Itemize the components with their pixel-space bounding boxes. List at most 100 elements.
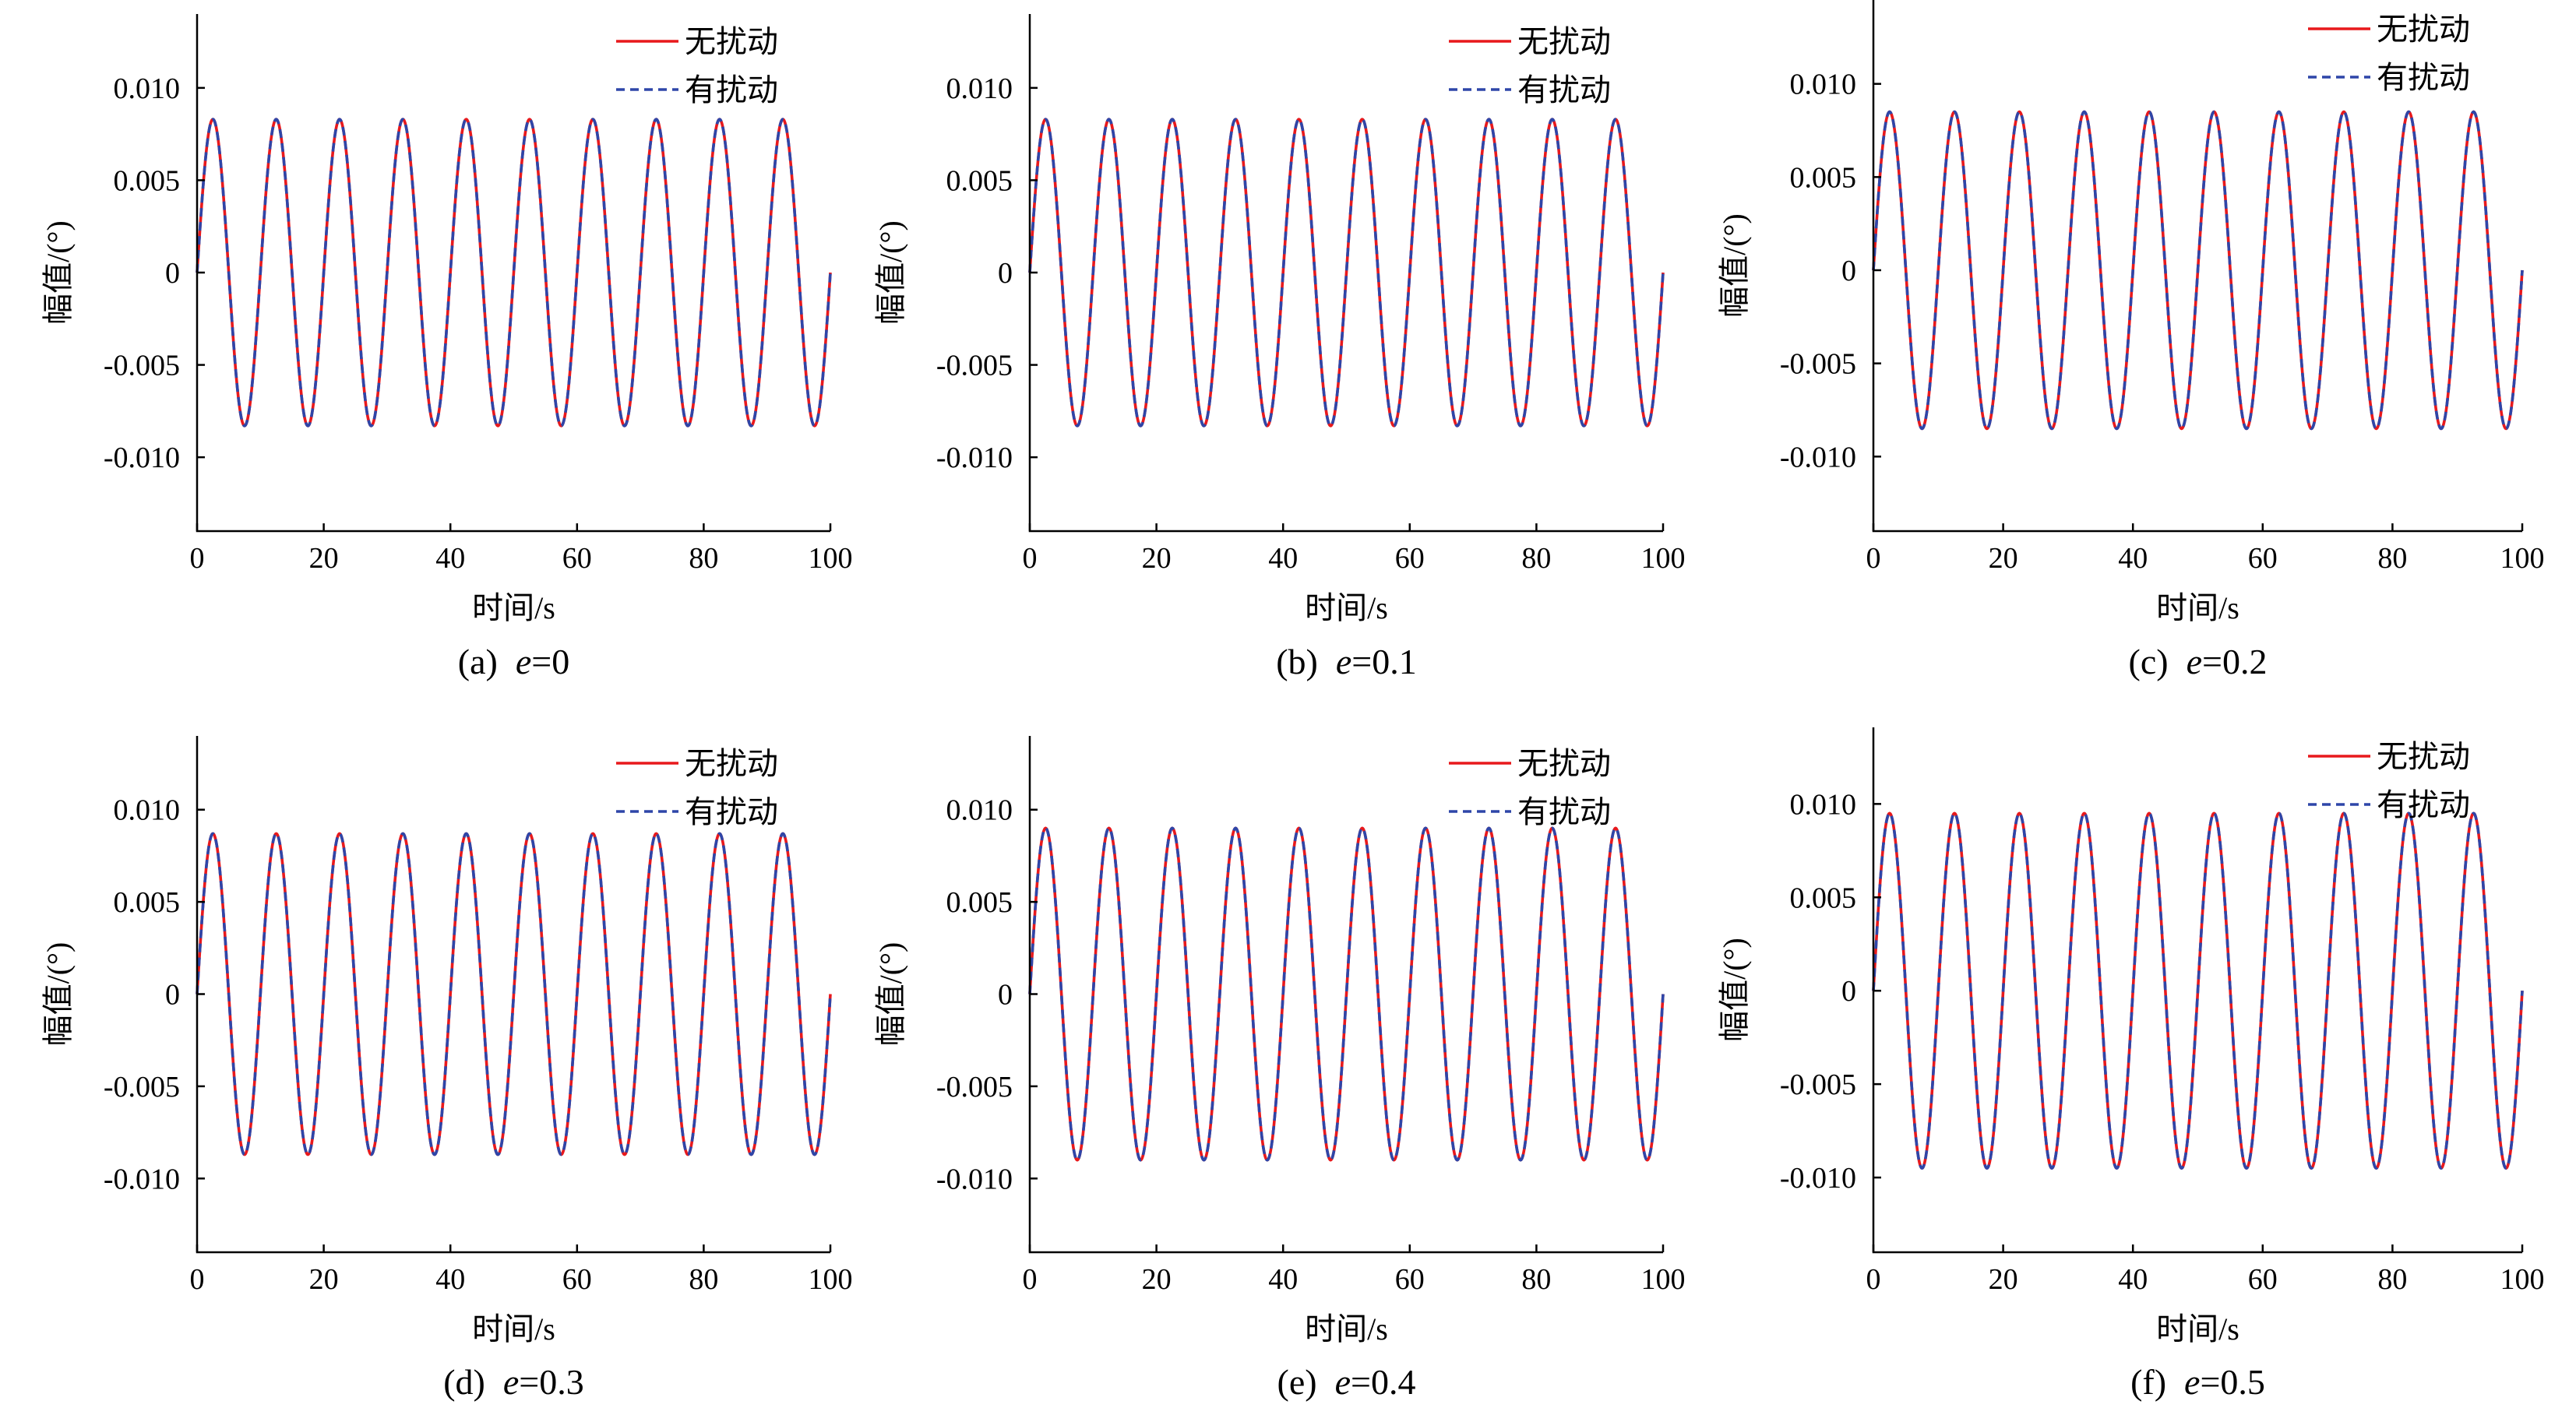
y-tick-label: 0.010 [946, 794, 1013, 827]
legend-label: 有扰动 [1517, 794, 1611, 829]
chart-panel-b: 0 20 40 60 80 100 0.010 0.005 0 -0.005 -0.010 时间/s 幅… [873, 14, 1686, 681]
x-tick-label: 100 [1641, 1263, 1686, 1296]
y-axis-title: 幅值/(°) [41, 942, 76, 1047]
x-tick-label: 60 [1395, 1263, 1425, 1296]
x-tick-label: 20 [309, 542, 339, 575]
x-tick-label: 20 [1989, 1263, 2018, 1296]
chart-panel-d: 0 20 40 60 80 100 0.010 0.005 0 -0.005 -0.010 时间/s 幅… [41, 736, 853, 1402]
x-tick-label: 0 [1866, 542, 1881, 575]
x-tick-label: 40 [435, 1263, 465, 1296]
x-tick-label: 80 [2377, 1263, 2407, 1296]
x-axis-title: 时间/s [2156, 590, 2239, 625]
x-tick-label: 100 [2500, 542, 2545, 575]
x-tick-label: 60 [562, 542, 592, 575]
y-tick-label: 0 [1841, 255, 1856, 287]
series-line-undisturbed [1028, 118, 1665, 428]
series-line-disturbed [1872, 110, 2524, 431]
x-axis-title: 时间/s [2156, 1311, 2239, 1346]
x-tick-label: 40 [435, 542, 465, 575]
y-tick-label: 0.005 [946, 164, 1013, 197]
legend-label: 有扰动 [2377, 60, 2470, 95]
x-tick-label: 40 [2118, 1263, 2148, 1296]
y-tick-label: 0 [165, 979, 180, 1012]
y-tick-label: -0.010 [936, 442, 1013, 474]
y-tick-label: -0.005 [1780, 1068, 1856, 1101]
x-tick-label: 20 [1142, 1263, 1172, 1296]
x-tick-label: 20 [309, 1263, 339, 1296]
panel-caption: (b) e=0.1 [1276, 642, 1417, 681]
y-tick-label: 0.005 [1790, 882, 1857, 914]
series-line-disturbed [196, 832, 832, 1156]
x-tick-label: 40 [1268, 1263, 1298, 1296]
chart-panel-c: 0 20 40 60 80 100 0.010 0.005 0 -0.005 -0.010 时间/s 幅… [1717, 0, 2545, 681]
y-tick-label: -0.010 [104, 1163, 180, 1195]
y-tick-label: 0.010 [114, 794, 181, 827]
y-tick-label: 0 [998, 979, 1013, 1012]
legend-label: 有扰动 [685, 794, 778, 829]
y-tick-label: -0.010 [936, 1163, 1013, 1195]
x-tick-label: 80 [1521, 542, 1551, 575]
y-tick-label: -0.005 [1780, 348, 1856, 381]
x-tick-label: 0 [190, 542, 205, 575]
x-tick-label: 0 [1866, 1263, 1881, 1296]
x-tick-label: 100 [809, 542, 853, 575]
y-tick-label: 0.010 [946, 72, 1013, 105]
y-tick-label: 0.005 [114, 164, 181, 197]
y-axis-title: 幅值/(°) [873, 942, 908, 1047]
y-tick-label: -0.010 [1780, 441, 1856, 473]
series-line-disturbed [1872, 811, 2524, 1170]
x-tick-label: 80 [689, 542, 718, 575]
legend-label: 无扰动 [685, 746, 778, 781]
legend-label: 有扰动 [685, 72, 778, 107]
x-tick-label: 60 [2248, 542, 2278, 575]
y-tick-label: -0.005 [936, 1071, 1013, 1104]
y-axis-title: 幅值/(°) [41, 220, 76, 325]
x-tick-label: 100 [1641, 542, 1686, 575]
y-tick-label: 0.010 [114, 72, 181, 105]
legend-label: 有扰动 [1517, 72, 1611, 107]
x-tick-label: 20 [1989, 542, 2018, 575]
x-axis-title: 时间/s [472, 1311, 555, 1346]
y-tick-label: 0.010 [1790, 69, 1857, 101]
y-tick-label: -0.010 [1780, 1162, 1856, 1195]
x-tick-label: 0 [190, 1263, 205, 1296]
y-tick-label: 0 [1841, 975, 1856, 1008]
y-tick-label: -0.010 [104, 442, 180, 474]
legend-label: 无扰动 [2377, 12, 2470, 47]
panel-caption: (d) e=0.3 [443, 1362, 584, 1402]
x-tick-label: 60 [2248, 1263, 2278, 1296]
y-tick-label: 0.005 [1790, 161, 1857, 194]
panel-caption: (a) e=0 [458, 642, 569, 681]
x-tick-label: 60 [562, 1263, 592, 1296]
legend-label: 无扰动 [2377, 739, 2470, 774]
y-tick-label: -0.005 [104, 350, 180, 382]
series-line-undisturbed [196, 118, 832, 428]
x-tick-label: 100 [2500, 1263, 2545, 1296]
x-tick-label: 20 [1142, 542, 1172, 575]
x-tick-label: 40 [2118, 542, 2148, 575]
series-line-undisturbed [1028, 826, 1665, 1162]
chart-panel-e: 0 20 40 60 80 100 0.010 0.005 0 -0.005 -0.010 时间/s 幅… [873, 736, 1686, 1402]
x-tick-label: 80 [2377, 542, 2407, 575]
chart-panel-a: 0 20 40 60 80 100 0.010 0.005 0 -0.005 -0.010 时间/s 幅… [41, 14, 853, 681]
legend-label: 有扰动 [2377, 787, 2470, 822]
legend-label: 无扰动 [1517, 746, 1611, 781]
x-tick-label: 100 [809, 1263, 853, 1296]
chart-panel-f: 0 20 40 60 80 100 0.010 0.005 0 -0.005 -0.010 时间/s 幅… [1717, 727, 2545, 1402]
x-tick-label: 40 [1268, 542, 1298, 575]
y-tick-label: -0.005 [936, 350, 1013, 382]
y-tick-label: 0.005 [946, 886, 1013, 919]
y-axis-title: 幅值/(°) [873, 220, 908, 325]
panel-caption: (c) e=0.2 [2129, 642, 2268, 681]
x-axis-title: 时间/s [1305, 1311, 1388, 1346]
x-tick-label: 80 [689, 1263, 718, 1296]
panel-caption: (e) e=0.4 [1277, 1362, 1416, 1402]
x-tick-label: 0 [1023, 1263, 1038, 1296]
y-tick-label: 0 [998, 257, 1013, 290]
y-tick-label: 0.005 [114, 886, 181, 919]
y-tick-label: 0 [165, 257, 180, 290]
x-tick-label: 0 [1023, 542, 1038, 575]
x-axis-title: 时间/s [472, 590, 555, 625]
x-tick-label: 60 [1395, 542, 1425, 575]
